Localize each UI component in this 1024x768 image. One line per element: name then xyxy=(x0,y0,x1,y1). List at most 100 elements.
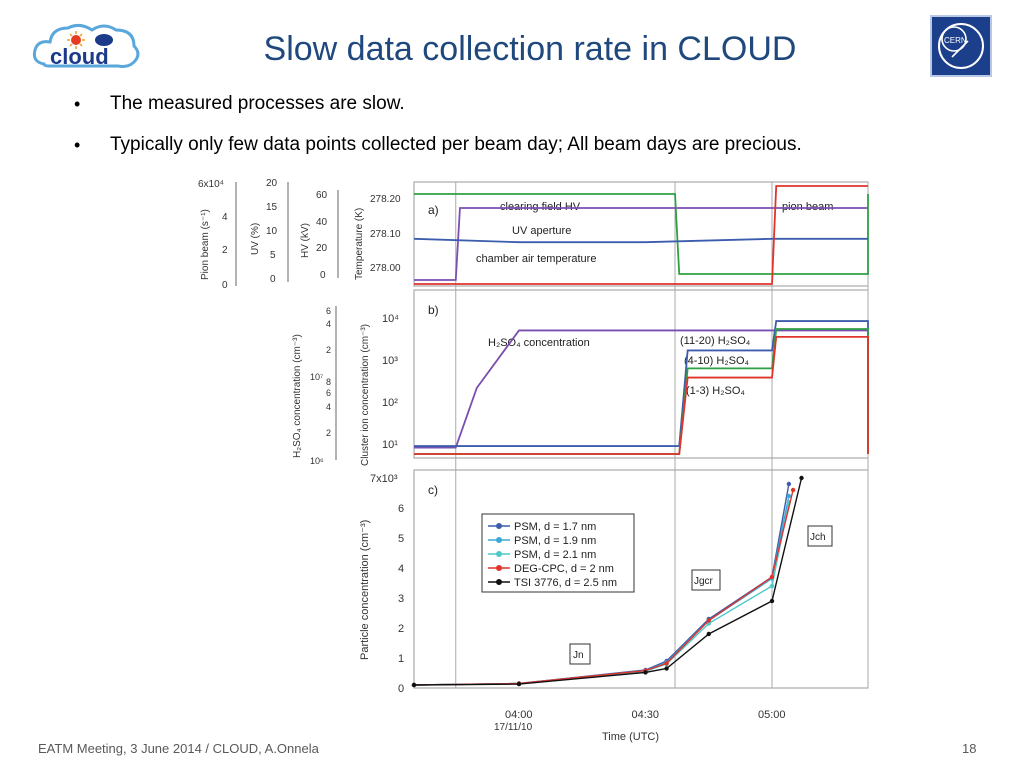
h2so4-tick: 4 xyxy=(326,319,331,329)
y-tick-label: 0 xyxy=(398,683,404,695)
pion-tick: 6x10⁴ xyxy=(198,179,224,190)
hv-tick: 0 xyxy=(320,270,326,281)
panel-c-date: 17/11/10 xyxy=(494,722,533,733)
cluster-tick: 10⁴ xyxy=(382,313,399,325)
jn-annotation: Jn xyxy=(573,650,584,661)
hv-tick: 60 xyxy=(316,190,328,201)
data-point xyxy=(706,631,711,637)
jch-annotation: Jch xyxy=(810,532,826,543)
legend-label: DEG-CPC, d = 2 nm xyxy=(514,563,614,575)
data-point xyxy=(769,598,775,604)
cloud-logo-outline xyxy=(32,23,140,68)
uv-axis-label: UV (%) xyxy=(250,223,261,255)
panel-c-axes: Particle concentration (cm⁻³) Time (UTC)… xyxy=(359,520,659,743)
cloud-data-figure: Pion beam (s⁻¹) UV (%) HV (kV) Temperatu… xyxy=(198,178,869,743)
panel-a-axes: Pion beam (s⁻¹) UV (%) HV (kV) Temperatu… xyxy=(198,178,401,291)
data-point xyxy=(664,666,669,671)
pion-tick: 0 xyxy=(222,280,228,291)
y-tick-label: 7x10³ xyxy=(370,473,398,485)
cluster-11-20-annotation: (11-20) H₂SO₄ xyxy=(680,335,751,347)
legend-label: TSI 3776, d = 2.5 nm xyxy=(514,577,617,589)
y-tick-label: 6 xyxy=(398,503,404,515)
bullet-item: Typically only few data points collected… xyxy=(68,133,1008,157)
pion-tick: 4 xyxy=(222,212,228,223)
cluster-1-3-annotation: (1-3) H₂SO₄ xyxy=(686,385,745,397)
legend-label: PSM, d = 1.9 nm xyxy=(514,535,596,547)
uv-aperture-annotation: UV aperture xyxy=(512,225,571,237)
uv-tick: 0 xyxy=(270,274,276,285)
pion-beam-annotation: pion beam xyxy=(782,201,833,213)
cluster-1-3-line xyxy=(414,336,869,455)
legend-label: PSM, d = 2.1 nm xyxy=(514,549,596,561)
h2so4-tick: 4 xyxy=(326,402,331,412)
h2so4-tick: 8 xyxy=(326,377,331,387)
uv-tick: 15 xyxy=(266,202,278,213)
chamber-temperature-line xyxy=(413,237,868,244)
bullet-list: The measured processes are slow. Typical… xyxy=(68,92,1008,174)
bullet-item: The measured processes are slow. xyxy=(68,92,1008,116)
cluster-axis-label: Cluster ion concentration (cm⁻³) xyxy=(360,324,371,466)
h2so4-annotation: H₂SO₄ concentration xyxy=(488,337,590,349)
y-tick-label: 4 xyxy=(398,563,404,575)
cloud-logo-text: cloud xyxy=(50,44,109,69)
temp-tick: 278.10 xyxy=(370,229,401,240)
jn-annotation-box: Jn xyxy=(569,643,591,665)
cern-logo: CERN xyxy=(930,15,992,77)
legend-swatch-marker xyxy=(496,537,502,543)
panel-a-label: a) xyxy=(428,203,439,217)
uv-tick: 10 xyxy=(266,226,278,237)
h2so4-tick: 6 xyxy=(326,306,331,316)
page-number: 18 xyxy=(962,741,977,756)
temp-tick: 278.00 xyxy=(370,263,401,274)
data-point xyxy=(411,682,417,688)
data-point xyxy=(786,481,792,487)
data-point xyxy=(643,670,648,675)
pion-tick: 2 xyxy=(222,245,228,256)
data-point xyxy=(769,583,775,589)
panel-b-series xyxy=(414,320,869,455)
y-tick-label: 1 xyxy=(398,653,404,665)
temp-tick: 278.20 xyxy=(370,194,401,205)
h2so4-tick: 6 xyxy=(326,388,331,398)
panel-b-axes: H₂SO₄ concentration (cm⁻³) Cluster ion c… xyxy=(292,306,399,466)
clearing-field-hv-line xyxy=(414,193,869,275)
data-point xyxy=(790,487,796,493)
data-point xyxy=(786,493,792,499)
cluster-4-10-annotation: (4-10) H₂SO₄ xyxy=(684,355,750,367)
legend-swatch-marker xyxy=(496,523,502,529)
clearing-field-annotation: clearing field HV xyxy=(500,201,581,213)
x-tick-label: 05:00 xyxy=(758,709,786,721)
h2so4-tick: 2 xyxy=(326,345,331,355)
hv-tick: 40 xyxy=(316,217,328,228)
panel-a-series xyxy=(413,185,869,285)
uv-aperture-line xyxy=(414,207,868,281)
data-point xyxy=(706,618,711,623)
cloud-logo: cloud xyxy=(32,23,140,69)
panel-c-ticks: 7x10³ 6 5 4 3 2 1 0 04:00 04:30 05:00 xyxy=(370,473,786,721)
panel-c-label: c) xyxy=(428,483,438,497)
panel-a-frame xyxy=(413,181,869,287)
cluster-tick: 10² xyxy=(382,397,398,409)
jgcr-annotation: Jgcr xyxy=(694,576,714,587)
hv-axis-label: HV (kV) xyxy=(300,223,311,258)
temperature-axis-label: Temperature (K) xyxy=(354,208,365,280)
y-tick-label: 3 xyxy=(398,593,404,605)
slide-title: Slow data collection rate in CLOUD xyxy=(263,30,797,68)
data-point xyxy=(664,661,669,666)
y-tick-label: 2 xyxy=(398,623,404,635)
h2so4-axis-label: H₂SO₄ concentration (cm⁻³) xyxy=(292,334,303,458)
cluster-tick: 10³ xyxy=(382,355,398,367)
h2so4-concentration-line xyxy=(414,329,868,449)
particle-icon xyxy=(95,34,113,46)
footer-text: EATM Meeting, 3 June 2014 / CLOUD, A.Onn… xyxy=(38,741,319,756)
pion-beam-line xyxy=(414,185,868,285)
x-tick-label: 04:00 xyxy=(505,709,533,721)
legend-swatch-marker xyxy=(496,565,502,571)
data-point xyxy=(799,475,804,481)
cern-logo-text: CERN xyxy=(944,36,967,45)
h2so4-tick: 10⁶ xyxy=(310,456,324,466)
cluster-tick: 10¹ xyxy=(382,439,398,451)
data-point xyxy=(769,574,775,580)
legend-swatch-marker xyxy=(496,551,502,557)
pion-beam-axis-label: Pion beam (s⁻¹) xyxy=(200,209,211,280)
